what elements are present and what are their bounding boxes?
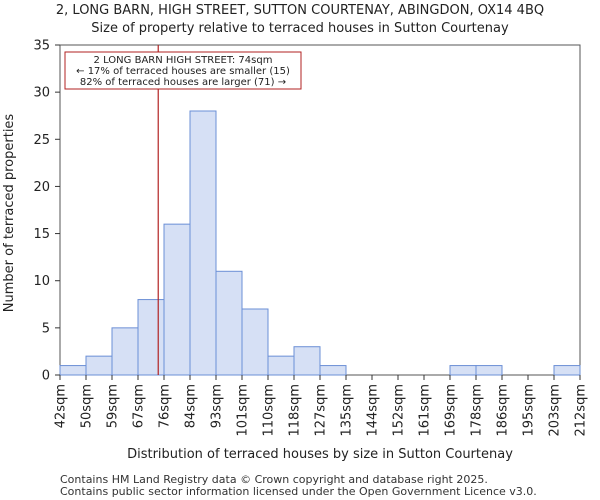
y-tick-label: 35 [33, 39, 50, 54]
bar-93sqm [215, 270, 243, 376]
x-tick-label: 144sqm [366, 384, 381, 437]
bar-84sqm [189, 110, 217, 376]
bar-59sqm [111, 327, 139, 376]
x-tick-label: 59sqm [106, 384, 121, 428]
x-tick-label: 186sqm [496, 384, 511, 437]
y-axis-label: Number of terraced properties [2, 114, 17, 313]
bar-127sqm [319, 365, 347, 376]
bar-50sqm [85, 355, 113, 376]
x-tick-label: 42sqm [54, 384, 69, 428]
x-tick-label: 67sqm [132, 384, 147, 428]
y-tick-label: 20 [33, 180, 50, 195]
x-tick-label: 203sqm [548, 384, 563, 437]
x-tick-label: 127sqm [314, 384, 329, 437]
x-tick-label: 169sqm [444, 384, 459, 437]
bar-169sqm [449, 365, 477, 376]
annotation-line2: ← 17% of terraced houses are smaller (15… [76, 66, 290, 77]
y-tick-label: 15 [33, 227, 50, 242]
y-tick-label: 0 [42, 369, 50, 384]
annotation-line3: 82% of terraced houses are larger (71) → [80, 77, 286, 88]
bar-118sqm [293, 346, 321, 376]
y-tick-label: 5 [42, 321, 50, 336]
bar-42sqm [59, 365, 87, 376]
bar-101sqm [241, 308, 269, 376]
y-tick-label: 30 [33, 86, 50, 101]
x-tick-label: 152sqm [392, 384, 407, 437]
x-tick-label: 212sqm [574, 384, 589, 437]
y-tick-label: 25 [33, 133, 50, 148]
x-tick-label: 178sqm [470, 384, 485, 437]
chart-title: 2, LONG BARN, HIGH STREET, SUTTON COURTE… [55, 3, 545, 18]
x-tick-label: 84sqm [184, 384, 199, 428]
bar-178sqm [475, 365, 503, 376]
x-tick-label: 118sqm [288, 384, 303, 437]
y-tick-label: 10 [33, 274, 50, 289]
x-tick-label: 76sqm [158, 384, 173, 428]
bar-76sqm [163, 223, 191, 376]
x-tick-label: 101sqm [236, 384, 251, 437]
x-axis-label: Distribution of terraced houses by size … [127, 447, 513, 462]
annotation-line1: 2 LONG BARN HIGH STREET: 74sqm [94, 55, 273, 66]
chart-subtitle: Size of property relative to terraced ho… [91, 21, 509, 36]
bar-110sqm [267, 355, 295, 376]
x-tick-label: 50sqm [80, 384, 95, 428]
x-tick-label: 161sqm [418, 384, 433, 437]
bar-67sqm [137, 299, 165, 376]
bar-203sqm [553, 365, 581, 376]
footer-copyright: Contains HM Land Registry data © Crown c… [60, 473, 488, 486]
x-tick-label: 135sqm [340, 384, 355, 437]
annotation-box: 2 LONG BARN HIGH STREET: 74sqm ← 17% of … [64, 51, 302, 90]
x-tick-label: 195sqm [522, 384, 537, 437]
x-tick-label: 110sqm [262, 384, 277, 437]
footer-licence: Contains public sector information licen… [60, 485, 537, 498]
x-tick-label: 93sqm [210, 384, 225, 428]
